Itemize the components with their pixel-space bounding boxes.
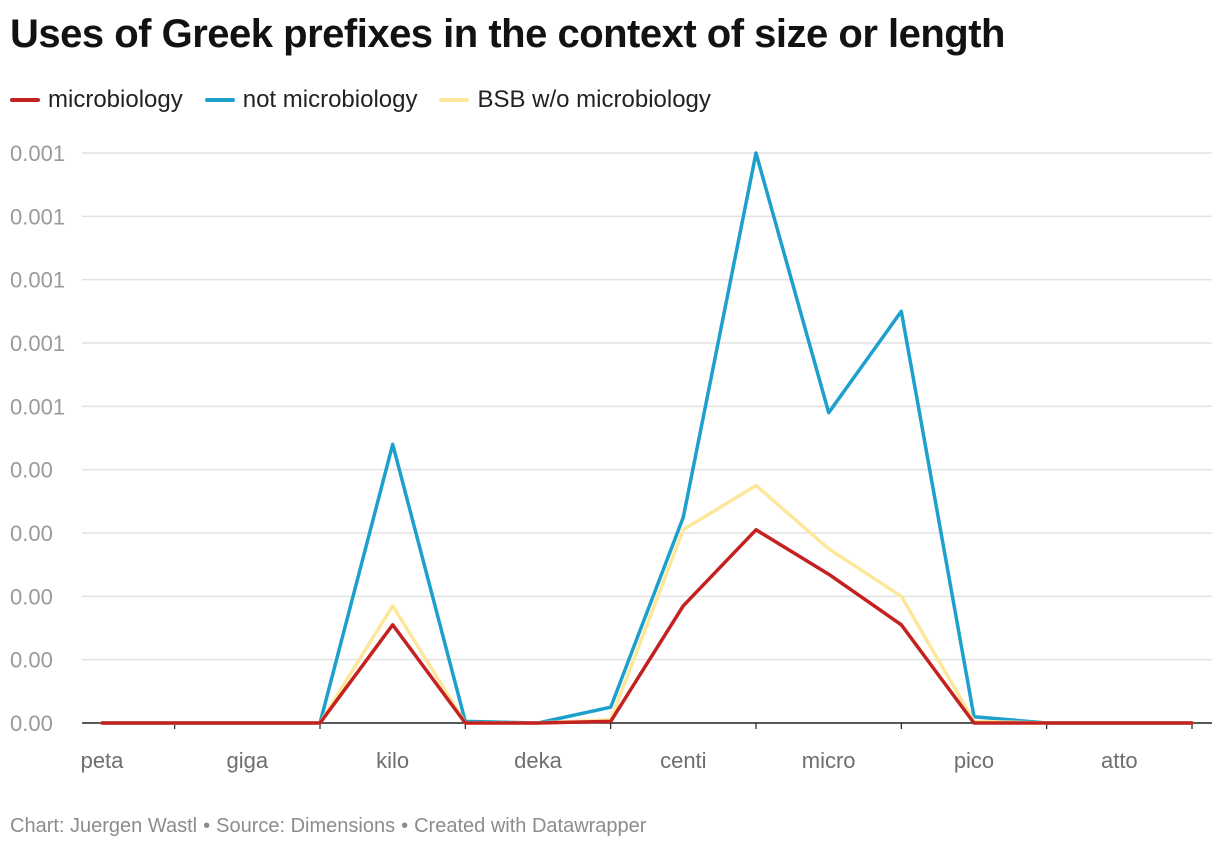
y-tick-label: 0.00	[10, 711, 53, 736]
x-tick-label: centi	[660, 748, 706, 773]
x-tick-label: atto	[1101, 748, 1138, 773]
legend-item-bsb: BSB w/o microbiology	[439, 86, 711, 114]
legend-swatch-not-microbiology	[204, 98, 235, 102]
y-tick-label: 0.001	[10, 331, 65, 356]
x-tick-label: micro	[802, 748, 856, 773]
y-tick-label: 0.001	[10, 394, 65, 419]
footer-credit: Chart: Juergen Wastl	[10, 815, 198, 837]
y-tick-label: 0.00	[10, 584, 53, 609]
x-tick-label: giga	[227, 748, 269, 773]
legend-item-not-microbiology: not microbiology	[204, 86, 418, 114]
x-tick-label: deka	[514, 748, 562, 773]
x-tick-label: pico	[954, 748, 994, 773]
footer-tool: Created with Datawrapper	[414, 815, 647, 837]
legend-label-microbiology: microbiology	[48, 86, 183, 113]
footer-source: Source: Dimensions	[216, 815, 396, 837]
footer-separator: •	[203, 815, 211, 837]
x-tick-label: kilo	[376, 748, 409, 773]
y-tick-label: 0.001	[10, 141, 65, 166]
x-tick-label: peta	[81, 748, 125, 773]
y-tick-label: 0.00	[10, 648, 53, 673]
chart-title: Uses of Greek prefixes in the context of…	[10, 12, 1005, 56]
series-line-microbiology	[100, 528, 1194, 725]
grid-layer	[82, 152, 1212, 729]
legend-swatch-microbiology	[10, 98, 40, 102]
legend-item-microbiology: microbiology	[10, 86, 183, 114]
y-tick-label: 0.00	[10, 458, 53, 483]
y-tick-label: 0.00	[10, 521, 53, 546]
series-line-not-microbiology	[100, 151, 1194, 725]
x-tick-labels: peta giga kilo deka centi micro pico atto	[81, 748, 1138, 773]
legend-label-not-microbiology: not microbiology	[242, 86, 418, 113]
y-tick-label: 0.001	[10, 204, 65, 229]
chart-footer: Chart: Juergen Wastl • Source: Dimensions •…	[10, 815, 646, 838]
series-line-bsb-w-o-microbiology	[100, 483, 1194, 725]
legend-label-bsb: BSB w/o microbiology	[477, 86, 711, 113]
legend-swatch-bsb	[439, 98, 470, 102]
line-chart: 0.00 0.00 0.00 0.00 0.00 0.001 0.001 0.001 0.001…	[10, 141, 1212, 773]
y-tick-labels: 0.00 0.00 0.00 0.00 0.00 0.001 0.001 0.001 0.001…	[10, 141, 65, 736]
legend: microbiology not microbiology BSB w/o mi…	[10, 86, 733, 114]
y-tick-label: 0.001	[10, 268, 65, 293]
series-layer	[100, 151, 1194, 725]
footer-separator: •	[401, 815, 409, 837]
